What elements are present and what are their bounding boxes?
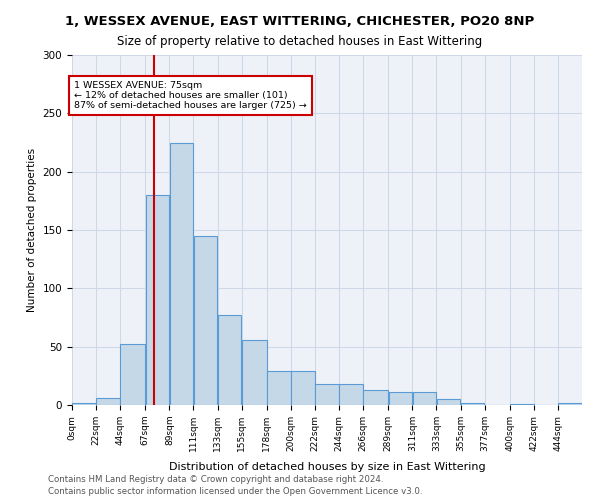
Bar xyxy=(291,371,314,405)
Bar xyxy=(315,384,339,405)
Bar xyxy=(413,392,436,405)
X-axis label: Distribution of detached houses by size in East Wittering: Distribution of detached houses by size … xyxy=(169,462,485,472)
Text: Contains HM Land Registry data © Crown copyright and database right 2024.: Contains HM Land Registry data © Crown c… xyxy=(48,475,383,484)
Y-axis label: Number of detached properties: Number of detached properties xyxy=(27,148,37,312)
Bar xyxy=(97,398,120,405)
Bar xyxy=(194,236,217,405)
Bar xyxy=(242,340,266,405)
Bar xyxy=(218,315,241,405)
Bar xyxy=(72,402,96,405)
Bar xyxy=(389,392,412,405)
Bar xyxy=(146,195,169,405)
Bar xyxy=(170,142,193,405)
Bar xyxy=(364,390,388,405)
Bar xyxy=(340,384,363,405)
Bar xyxy=(510,404,533,405)
Bar xyxy=(437,399,460,405)
Text: 1 WESSEX AVENUE: 75sqm
← 12% of detached houses are smaller (101)
87% of semi-de: 1 WESSEX AVENUE: 75sqm ← 12% of detached… xyxy=(74,80,307,110)
Text: Size of property relative to detached houses in East Wittering: Size of property relative to detached ho… xyxy=(118,35,482,48)
Bar xyxy=(558,402,582,405)
Text: 1, WESSEX AVENUE, EAST WITTERING, CHICHESTER, PO20 8NP: 1, WESSEX AVENUE, EAST WITTERING, CHICHE… xyxy=(65,15,535,28)
Bar xyxy=(461,402,484,405)
Bar xyxy=(121,344,145,405)
Text: Contains public sector information licensed under the Open Government Licence v3: Contains public sector information licen… xyxy=(48,487,422,496)
Bar xyxy=(267,371,290,405)
